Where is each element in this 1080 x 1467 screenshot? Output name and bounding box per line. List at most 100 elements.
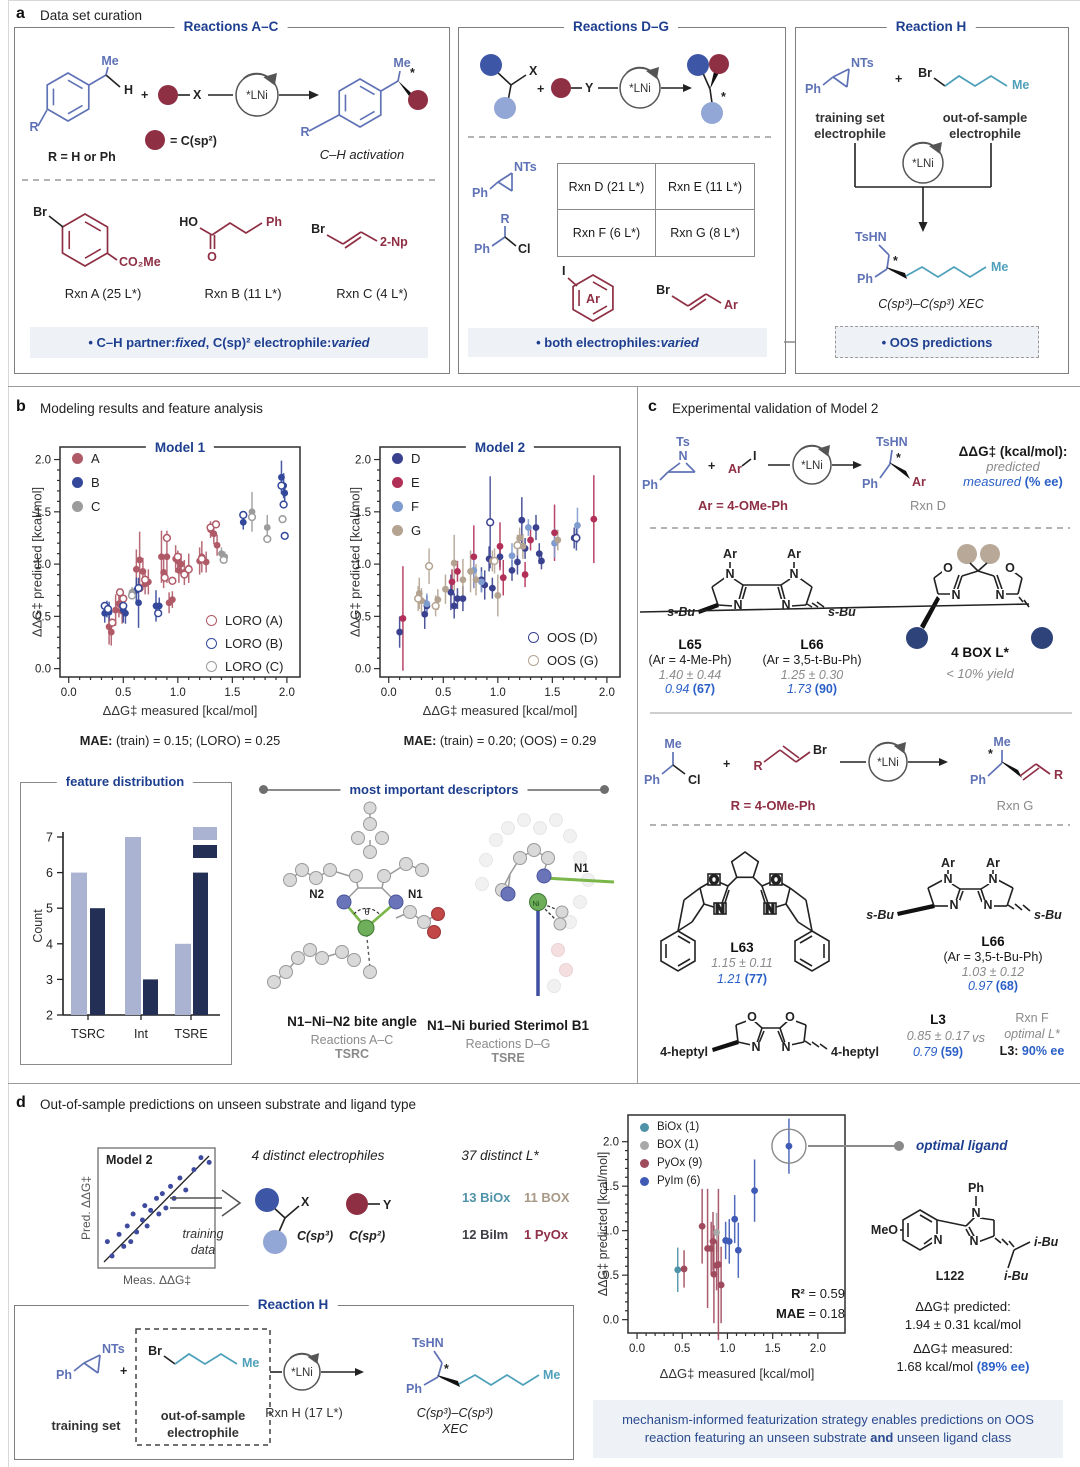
box-reaction-h (795, 27, 1069, 374)
ho-label: HO (179, 215, 198, 229)
me-label: Me (1012, 78, 1029, 92)
alkyl-ball-light (263, 1230, 287, 1254)
alkyl-ball-light (701, 102, 723, 124)
panel-c-title: Experimental validation of Model 2 (672, 401, 879, 416)
ligand-ar: (Ar = 3,5-t-Bu-Ph) (943, 949, 1043, 964)
ts-label: Ts (676, 435, 690, 449)
electrophile-ball (158, 85, 178, 105)
ph-label: Ph (472, 186, 488, 200)
n1-label: N1 (574, 863, 589, 875)
panel-b-label: b (16, 398, 26, 415)
br-label: Br (311, 222, 325, 236)
r-label: R (29, 120, 38, 134)
o-label: O (709, 873, 719, 887)
meo-label: MeO (871, 1223, 898, 1237)
o-label: O (771, 873, 781, 887)
nts-label: NTs (102, 1342, 125, 1356)
n2-label: N2 (309, 889, 324, 901)
aryl-ball (709, 54, 729, 74)
ligand-name: L3 (930, 1012, 946, 1027)
lni-catalyst: *LNi (792, 444, 832, 485)
ligand-ar: (Ar = 3,5-t-Bu-Ph) (762, 652, 862, 667)
svg-text:0.0: 0.0 (35, 664, 51, 676)
svg-text:2.0: 2.0 (35, 455, 51, 467)
n-label: N (969, 1234, 978, 1248)
ar-label: Ar (912, 475, 926, 489)
training-data-arrow (170, 1189, 242, 1217)
y-label: Y (383, 1198, 392, 1212)
feature-distribution-title: feature distribution (56, 774, 194, 789)
sep-b-c (637, 386, 638, 1083)
n-atom (500, 886, 516, 902)
stereocenter-star: * (410, 66, 415, 80)
legend-item-BiOx-1-: BiOx (1) (640, 1121, 702, 1133)
ar-definition: Ar = 4-OMe-Ph (698, 498, 788, 513)
optimal-ligand-label: optimal ligand (916, 1138, 1008, 1153)
legend-item-C: C (72, 499, 100, 514)
oos-electrophile-label: out-of-sample electrophile (943, 110, 1028, 142)
br-label: Br (918, 66, 932, 80)
svg-text:2.0: 2.0 (810, 1343, 826, 1355)
o-label: O (943, 561, 953, 575)
legend-item-OOS-D-: OOS (D) (528, 630, 598, 645)
ni-atom (529, 893, 547, 911)
ligand-ar: (Ar = 4-Me-Ph) (648, 652, 732, 667)
nts-label: NTs (851, 56, 874, 70)
svg-text:0.0: 0.0 (355, 664, 371, 676)
me-label: Me (393, 56, 410, 70)
svg-text:1.5: 1.5 (544, 687, 560, 699)
svg-text:1.5: 1.5 (35, 507, 51, 519)
plus: + (895, 72, 902, 86)
svg-text:0.5: 0.5 (603, 1270, 619, 1282)
box-ball-navy (1031, 627, 1053, 649)
scheme-reaction-h-d: NTs Ph + Br Me *LNi TsHN Ph * Me (56, 1328, 560, 1446)
training-set-label: training set (51, 1418, 121, 1433)
r-label: R (1054, 768, 1063, 782)
legend-item-PyIm-6-: PyIm (6) (640, 1175, 702, 1187)
oxygen-atom (431, 907, 445, 921)
ligand-name: L66 (800, 637, 824, 652)
i-label: I (562, 264, 565, 278)
descriptor-right-caption: N1–Ni buried Sterimol B1 Reactions D–G T… (427, 1018, 589, 1065)
table-cell-rxn-g: Rxn G (8 L*) (670, 226, 740, 240)
svg-text:2.0: 2.0 (599, 687, 615, 699)
model1-title: Model 1 (145, 440, 215, 455)
training-data-label: training data (182, 1227, 224, 1258)
ligand-pred: 1.40 ± 0.44 (658, 667, 722, 682)
wedge-bond (886, 267, 907, 279)
bullet-text: • both electrophiles: (536, 335, 661, 350)
ph-label: Ph (474, 242, 490, 256)
tshn-label: TsHN (876, 435, 908, 449)
o-label: O (1005, 561, 1015, 575)
ar-label: Ar (586, 292, 600, 306)
sep-bc-d (8, 1083, 1080, 1084)
svg-text:1.5: 1.5 (224, 687, 240, 699)
table-cell-rxn-e: Rxn E (11 L*) (656, 164, 754, 210)
plus: + (141, 88, 148, 102)
theta-label: θ (364, 907, 369, 918)
plus: + (537, 82, 544, 96)
n-label: N (943, 872, 952, 886)
ddg-measured: measured (963, 474, 1025, 489)
svg-text:0.5: 0.5 (35, 611, 51, 623)
o-label: O (747, 1010, 757, 1024)
count-biim: 12 BiIm (462, 1227, 509, 1242)
ph-label: Ph (644, 773, 660, 787)
panel-b-title: Modeling results and feature analysis (40, 401, 263, 416)
svg-text:1.0: 1.0 (490, 687, 506, 699)
left-rule (8, 0, 9, 1467)
model2-title: Model 2 (465, 440, 535, 455)
legend-item-F: F (392, 499, 421, 514)
sbu-label: s-Bu (667, 605, 695, 619)
l122-measured: ΔΔG‡ measured: 1.68 kcal/mol (89% ee) (896, 1341, 1030, 1374)
model1-xlabel: ΔΔG‡ measured [kcal/mol] (102, 703, 258, 718)
rxn-f-label: Rxn F (1015, 1011, 1049, 1025)
svg-text:3: 3 (46, 973, 53, 987)
oxygen-atom (427, 925, 441, 939)
svg-text:*LNi: *LNi (877, 757, 899, 769)
np-label: 2-Np (380, 235, 408, 249)
stereocenter-star: * (444, 1362, 449, 1376)
legend-item-BOX-1-: BOX (1) (640, 1139, 702, 1151)
svg-text:1.0: 1.0 (603, 1226, 619, 1238)
